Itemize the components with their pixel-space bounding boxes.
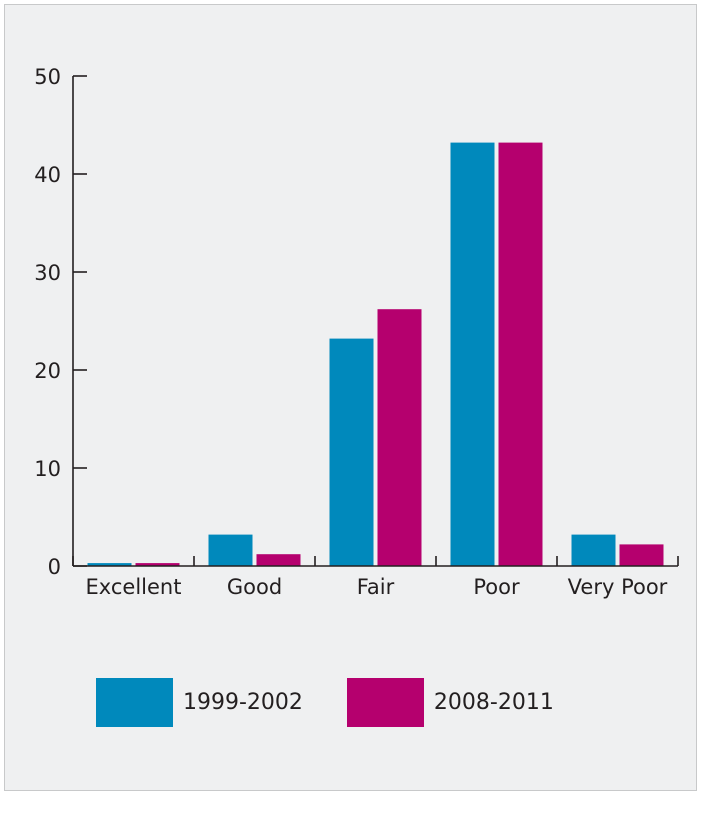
- bar-very-poor-series-1: [571, 534, 616, 566]
- y-tick-label-20: 20: [34, 359, 61, 383]
- bars-group: [87, 142, 664, 566]
- legend-label-series-1: 1999-2002: [183, 690, 303, 715]
- x-tick-label-poor: Poor: [473, 575, 520, 599]
- x-tick-label-very-poor: Very Poor: [568, 575, 668, 599]
- x-tick-label-excellent: Excellent: [86, 575, 182, 599]
- legend-swatch-series-1: [96, 678, 173, 727]
- bar-poor-series-1: [450, 142, 495, 566]
- y-tick-label-30: 30: [34, 261, 61, 285]
- bar-fair-series-1: [329, 338, 374, 566]
- y-tick-label-40: 40: [34, 163, 61, 187]
- bar-good-series-1: [208, 534, 253, 566]
- labels-group: 0 10 20 30 40 50 Excellent Good Fair Poor Very Poo…: [34, 65, 667, 599]
- y-tick-label-0: 0: [48, 555, 61, 579]
- x-tick-label-good: Good: [227, 575, 282, 599]
- legend-item-series-2: 2008-2011: [346, 678, 554, 727]
- legend-swatch-series-2: [346, 678, 424, 727]
- bar-excellent-series-1: [87, 563, 132, 566]
- axes-group: [72, 75, 679, 567]
- legend: 1999-2002 2008-2011: [96, 678, 598, 727]
- bar-fair-series-2: [377, 309, 422, 566]
- legend-item-series-1: 1999-2002: [96, 678, 303, 727]
- bar-good-series-2: [256, 554, 301, 566]
- legend-label-series-2: 2008-2011: [433, 690, 554, 715]
- y-tick-label-10: 10: [34, 457, 61, 481]
- bar-very-poor-series-2: [619, 544, 664, 566]
- y-tick-label-50: 50: [34, 65, 61, 89]
- bar-excellent-series-2: [135, 563, 180, 566]
- x-tick-label-fair: Fair: [357, 575, 395, 599]
- bar-poor-series-2: [498, 142, 543, 566]
